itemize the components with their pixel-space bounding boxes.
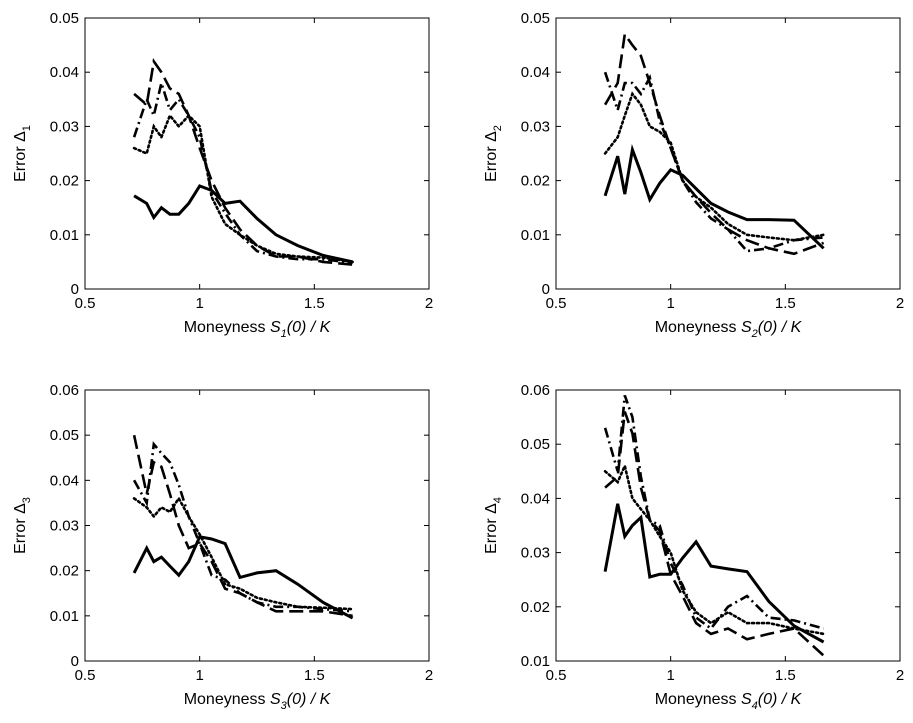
y-axis-label: Error Δ1 bbox=[12, 125, 33, 182]
x-axis-label: Moneyness S3(0) / K bbox=[184, 691, 332, 712]
y-tick-label: 0 bbox=[542, 281, 550, 298]
x-tick-label: 0.5 bbox=[75, 295, 96, 312]
subplot-2: 0.5 1 1.5 2 0 0.01 0.02 0.03 0.04 0.05 Moneyness S… bbox=[483, 10, 904, 340]
y-tick-label: 0.05 bbox=[521, 436, 550, 453]
axes-frame bbox=[555, 389, 901, 662]
x-tick-label: 1.5 bbox=[304, 667, 325, 684]
y-tick-label: 0.03 bbox=[50, 118, 79, 135]
y-tick-label: 0.02 bbox=[521, 173, 550, 190]
series-line-dotted bbox=[603, 91, 825, 242]
series-line-dotted bbox=[603, 461, 825, 636]
y-tick-label: 0.03 bbox=[521, 118, 550, 135]
x-tick-label: 1.5 bbox=[775, 667, 796, 684]
y-tick-label: 0.01 bbox=[50, 608, 79, 625]
y-tick-label: 0.06 bbox=[50, 382, 79, 399]
series-line-dotted bbox=[132, 495, 354, 611]
x-tick-label: 0.5 bbox=[546, 667, 567, 684]
y-tick-label: 0.01 bbox=[521, 227, 550, 244]
x-tick-label: 2 bbox=[896, 295, 904, 312]
x-tick-label: 2 bbox=[896, 667, 904, 684]
x-tick-label: 1.5 bbox=[304, 295, 325, 312]
series-line-solid bbox=[603, 503, 825, 644]
series-line-dotted bbox=[132, 113, 354, 264]
subplot-1: 0.5 1 1.5 2 0 0.01 0.02 0.03 0.04 0.05 Moneyness S… bbox=[12, 10, 433, 340]
y-tick-label: 0.05 bbox=[50, 427, 79, 444]
x-tick-label: 1 bbox=[195, 667, 203, 684]
subplot-4: 0.5 1 1.5 2 0.01 0.02 0.03 0.04 0.05 0.06 Moneynes… bbox=[483, 382, 904, 712]
x-tick-label: 1.5 bbox=[775, 295, 796, 312]
y-tick-label: 0.05 bbox=[50, 10, 79, 27]
series-line-dash-dot bbox=[603, 71, 824, 253]
x-tick-label: 0.5 bbox=[546, 295, 567, 312]
x-tick-label: 1 bbox=[666, 667, 674, 684]
axes-frame bbox=[84, 17, 430, 290]
x-axis-label: Moneyness S1(0) / K bbox=[184, 319, 332, 340]
series-line-dash-dot bbox=[132, 441, 353, 613]
y-tick-label: 0.02 bbox=[50, 173, 79, 190]
y-tick-label: 0.04 bbox=[521, 64, 550, 81]
y-tick-label: 0.06 bbox=[521, 382, 550, 399]
y-tick-label: 0.05 bbox=[521, 10, 550, 27]
series-line-solid bbox=[133, 184, 353, 264]
y-axis-label: Error Δ2 bbox=[483, 125, 504, 182]
y-tick-label: 0.04 bbox=[50, 64, 79, 81]
y-tick-label: 0.03 bbox=[50, 518, 79, 535]
y-tick-label: 0 bbox=[71, 653, 79, 670]
y-tick-label: 0.04 bbox=[521, 490, 550, 507]
y-axis-label: Error Δ4 bbox=[483, 497, 504, 554]
x-tick-label: 2 bbox=[425, 667, 433, 684]
series-line-dash-dot bbox=[603, 394, 824, 631]
series-line-solid bbox=[132, 535, 354, 620]
x-tick-label: 0.5 bbox=[75, 667, 96, 684]
y-tick-label: 0.02 bbox=[521, 599, 550, 616]
series-line-dashed bbox=[604, 411, 825, 657]
x-tick-label: 2 bbox=[425, 295, 433, 312]
series-line-dashed bbox=[603, 30, 825, 256]
y-tick-label: 0 bbox=[71, 281, 79, 298]
axes-frame bbox=[84, 389, 430, 662]
x-tick-label: 1 bbox=[666, 295, 674, 312]
subplot-3: 0.5 1 1.5 2 0 0.01 0.02 0.03 0.04 0.05 0.06 Moneyne… bbox=[12, 382, 433, 712]
x-tick-label: 1 bbox=[195, 295, 203, 312]
y-tick-label: 0.01 bbox=[521, 653, 550, 670]
x-axis-label: Moneyness S4(0) / K bbox=[655, 691, 803, 712]
y-tick-label: 0.04 bbox=[50, 472, 79, 489]
axes-frame bbox=[555, 17, 901, 290]
series-line-solid bbox=[603, 143, 825, 250]
y-tick-label: 0.03 bbox=[521, 545, 550, 562]
series-line-dashed bbox=[132, 434, 353, 618]
series-line-dashed bbox=[133, 58, 353, 266]
x-axis-label: Moneyness S2(0) / K bbox=[655, 319, 803, 340]
y-tick-label: 0.01 bbox=[50, 227, 79, 244]
y-axis-label: Error Δ3 bbox=[12, 497, 33, 554]
y-tick-label: 0.02 bbox=[50, 563, 79, 580]
